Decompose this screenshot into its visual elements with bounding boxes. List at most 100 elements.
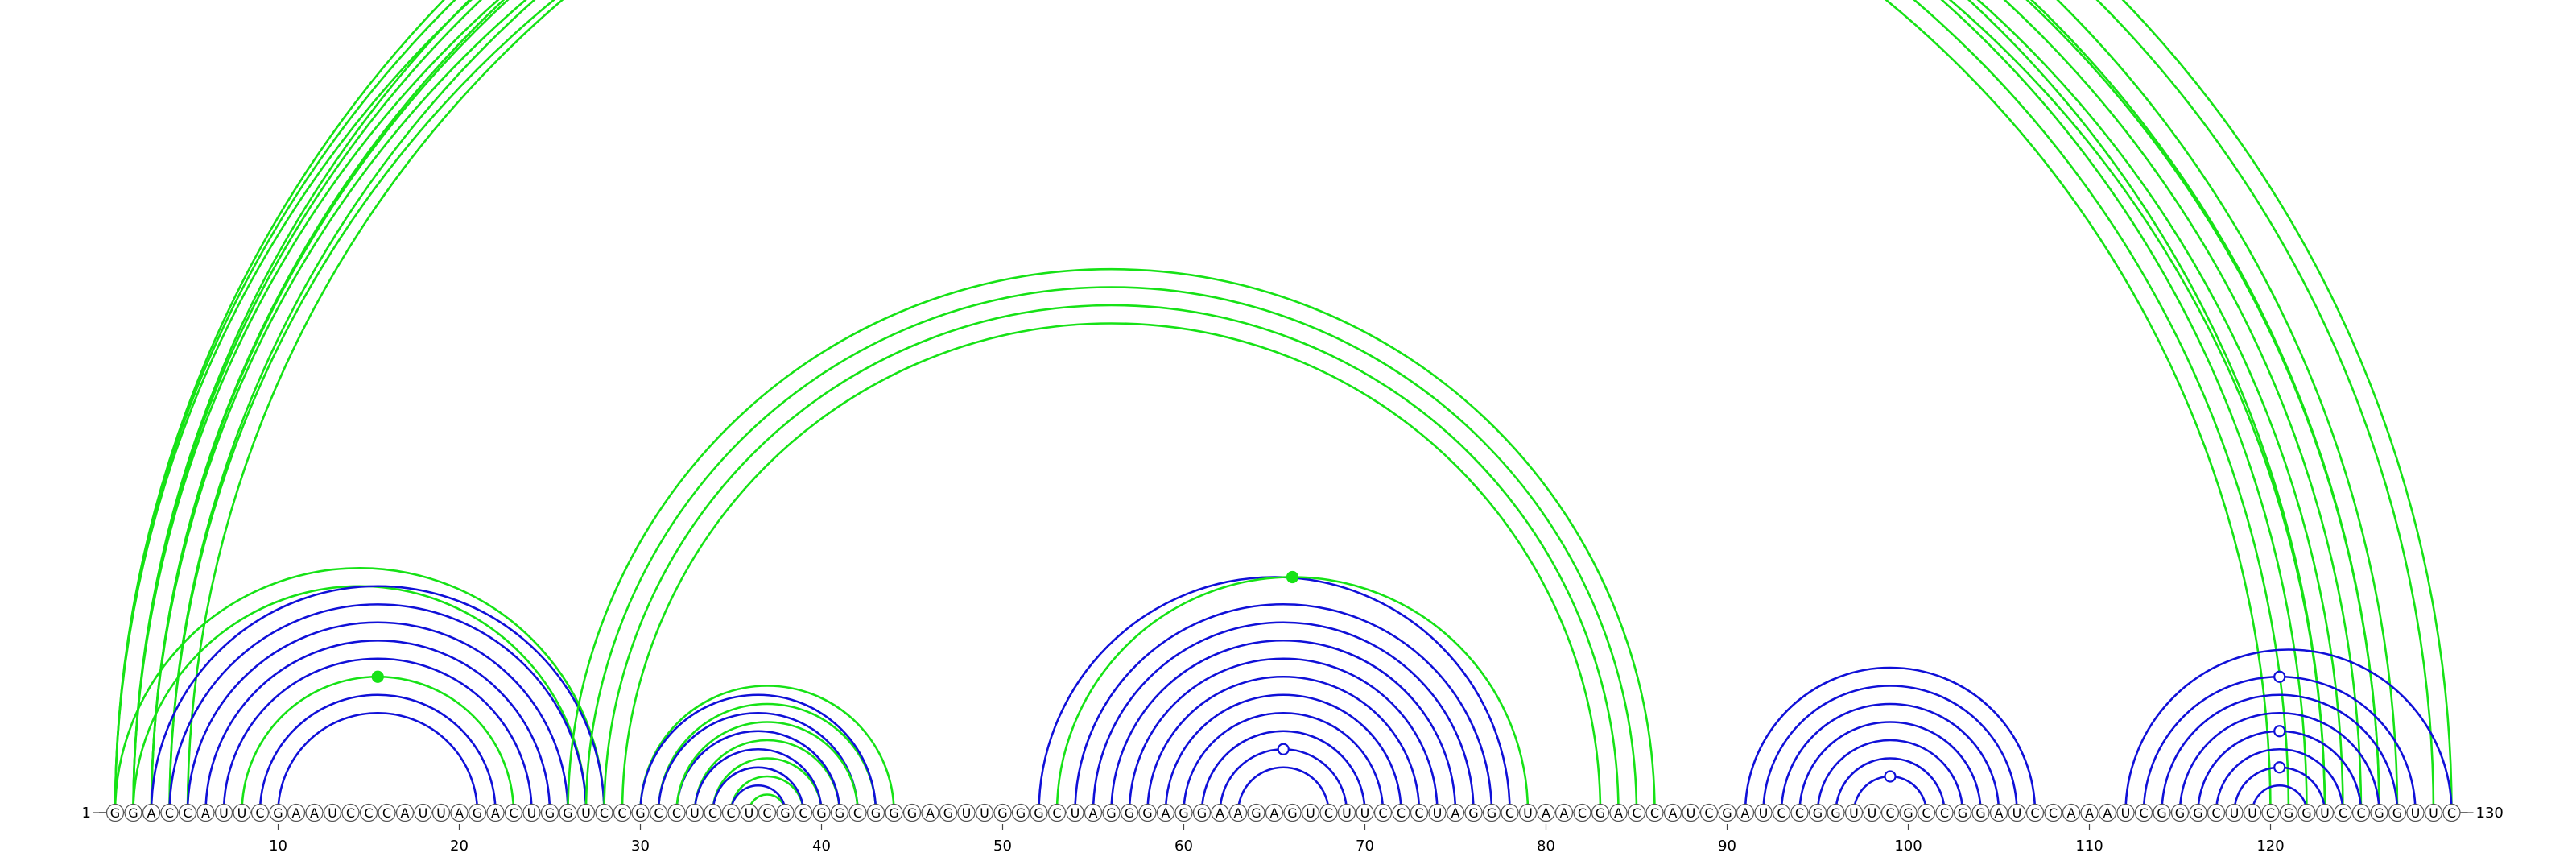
nucleotide: A bbox=[2062, 803, 2081, 822]
nucleotide: C bbox=[613, 803, 632, 822]
nucleotide-circle bbox=[2297, 803, 2316, 822]
base-pair-arc-blue bbox=[222, 657, 533, 813]
nucleotide-letter: C bbox=[2339, 805, 2347, 821]
nucleotide-circle bbox=[1573, 803, 1591, 822]
nucleotide-letter: G bbox=[1179, 805, 1188, 821]
nucleotide-letter: C bbox=[2356, 805, 2365, 821]
base-pair-arc-blue bbox=[1200, 730, 1366, 813]
arc-layer bbox=[114, 0, 2453, 813]
nucleotide: A bbox=[1537, 803, 1555, 822]
tick-label: 30 bbox=[631, 838, 650, 855]
nucleotide: G bbox=[1283, 803, 1302, 822]
nucleotide: G bbox=[1120, 803, 1139, 822]
nucleotide-letter: A bbox=[401, 805, 410, 821]
nucleotide-letter: G bbox=[1106, 805, 1116, 821]
nucleotide-letter: C bbox=[1885, 805, 1894, 821]
nucleotide-circle bbox=[921, 803, 939, 822]
nucleotide-letter: A bbox=[1614, 805, 1623, 821]
nucleotide: C bbox=[160, 803, 179, 822]
arc-marker-hollow bbox=[2273, 761, 2286, 774]
nucleotide: G bbox=[1464, 803, 1483, 822]
nucleotide-letter: G bbox=[1468, 805, 1478, 821]
nucleotide: U bbox=[1682, 803, 1700, 822]
nucleotide-circle bbox=[1156, 803, 1175, 822]
nucleotide-circle bbox=[1301, 803, 1320, 822]
nucleotide: U bbox=[2243, 803, 2262, 822]
nucleotide-circle bbox=[2279, 803, 2298, 822]
nucleotide-circle bbox=[1265, 803, 1284, 822]
nucleotide-letter: G bbox=[1831, 805, 1840, 821]
nucleotide-letter: U bbox=[237, 805, 247, 821]
nucleotide-letter: C bbox=[382, 805, 391, 821]
nucleotide-circle bbox=[1482, 803, 1501, 822]
base-pair-arc-blue bbox=[1128, 657, 1439, 813]
base-pair-arc-blue bbox=[1074, 603, 1493, 813]
nucleotide: A bbox=[1156, 803, 1175, 822]
nucleotide: C bbox=[2025, 803, 2045, 822]
base-pair-arc-blue bbox=[1236, 766, 1330, 813]
nucleotide: U bbox=[2008, 803, 2026, 822]
nucleotide: G bbox=[866, 803, 886, 822]
nucleotide: A bbox=[2080, 803, 2099, 822]
nucleotide-circle bbox=[1446, 803, 1465, 822]
base-pair-arc-blue bbox=[1183, 711, 1385, 813]
nucleotide: G bbox=[2189, 803, 2207, 822]
nucleotide-letter: A bbox=[201, 805, 210, 821]
nucleotide: A bbox=[2098, 803, 2117, 822]
nucleotide-letter: C bbox=[1414, 805, 1423, 821]
nucleotide-letter: U bbox=[1433, 805, 1443, 821]
nucleotide: A bbox=[1989, 803, 2008, 822]
base-pair-arc-green bbox=[114, 566, 605, 813]
nucleotide-circle bbox=[1827, 803, 1845, 822]
nucleotide-circle bbox=[1337, 803, 1356, 822]
nucleotide: G bbox=[2279, 803, 2298, 822]
nucleotide: G bbox=[2388, 803, 2407, 822]
nucleotide-letter: A bbox=[1234, 805, 1243, 821]
base-pair-arc-green bbox=[584, 286, 1638, 813]
nucleotide-letter: C bbox=[2266, 805, 2275, 821]
nucleotide: C bbox=[1373, 803, 1393, 822]
nucleotide-circle bbox=[269, 803, 287, 822]
nucleotide: C bbox=[2442, 803, 2461, 822]
nucleotide-circle bbox=[631, 803, 650, 822]
base-pair-arc-green bbox=[114, 0, 2326, 813]
nucleotide-circle bbox=[2062, 803, 2081, 822]
base-pair-arc-blue bbox=[204, 639, 551, 813]
nucleotide: G bbox=[1971, 803, 1990, 822]
nucleotide-letter: U bbox=[1360, 805, 1370, 821]
nucleotide-circle bbox=[1102, 803, 1121, 822]
nucleotide: U bbox=[1066, 803, 1084, 822]
nucleotide: A bbox=[921, 803, 939, 822]
nucleotide-circle bbox=[1917, 803, 1936, 822]
base-pair-arc-blue bbox=[693, 747, 823, 813]
nucleotide-letter: G bbox=[2374, 805, 2384, 821]
nucleotide-letter: G bbox=[997, 805, 1007, 821]
nucleotide-circle bbox=[2153, 803, 2171, 822]
nucleotide: C bbox=[378, 803, 396, 822]
nucleotide: G bbox=[105, 803, 125, 822]
nucleotide-circle bbox=[939, 803, 958, 822]
nucleotide-letter: C bbox=[708, 805, 717, 821]
tick-label: 10 bbox=[269, 838, 287, 855]
nucleotide-circle bbox=[1663, 803, 1682, 822]
nucleotide: C bbox=[2134, 803, 2153, 822]
nucleotide-letter: U bbox=[1849, 805, 1859, 821]
nucleotide: U bbox=[2406, 803, 2425, 822]
nucleotide: G bbox=[1192, 803, 1212, 822]
nucleotide: C bbox=[1790, 803, 1809, 822]
nucleotide-circle bbox=[1754, 803, 1773, 822]
nucleotide-letter: C bbox=[654, 805, 663, 821]
nucleotide-circle bbox=[1989, 803, 2008, 822]
nucleotide: G bbox=[2370, 803, 2388, 822]
nucleotide-circle bbox=[1428, 803, 1447, 822]
nucleotide-circle bbox=[522, 803, 541, 822]
nucleotide-circle bbox=[2261, 803, 2280, 822]
nucleotide-circle bbox=[595, 803, 613, 822]
nucleotide: C bbox=[848, 803, 867, 822]
nucleotide-letter: U bbox=[962, 805, 972, 821]
nucleotide: G bbox=[2153, 803, 2171, 822]
base-pair-arc-blue bbox=[2215, 747, 2344, 813]
nucleotide: C bbox=[178, 803, 197, 822]
nucleotide-circle bbox=[2170, 803, 2190, 822]
